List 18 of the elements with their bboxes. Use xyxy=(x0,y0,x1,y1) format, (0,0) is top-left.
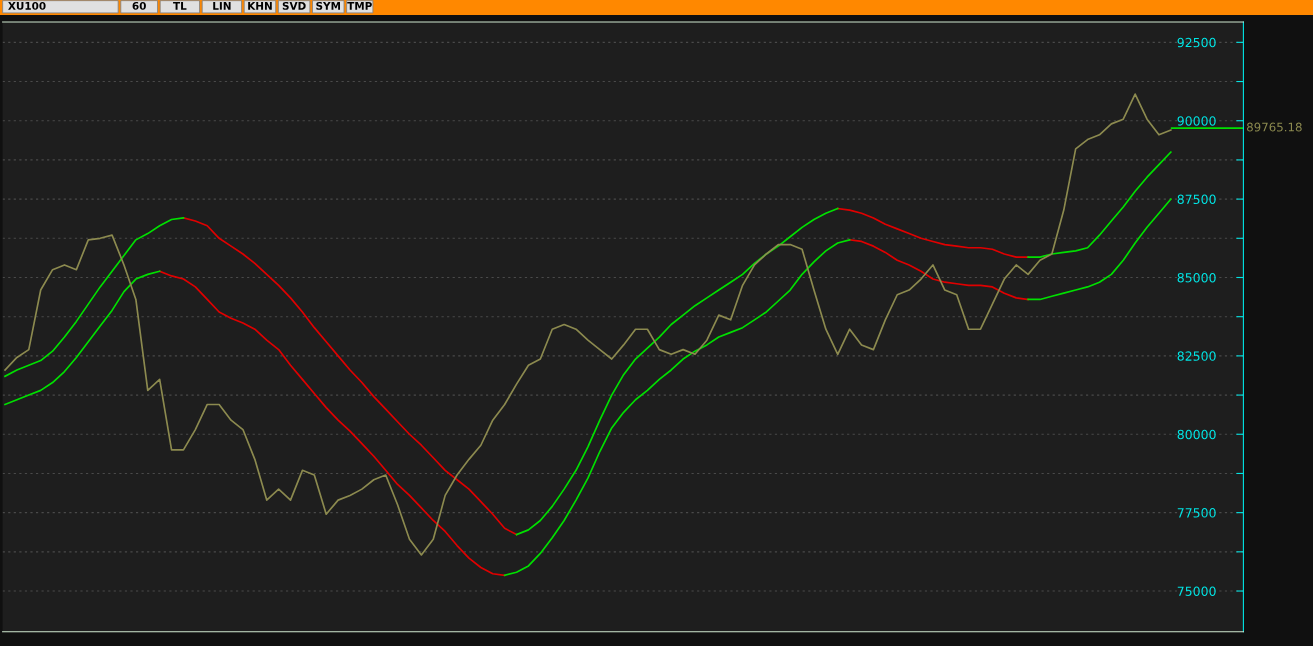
text: KHN xyxy=(248,2,272,10)
text: SVD xyxy=(282,1,306,10)
y-tick-label: 77500 xyxy=(1177,508,1216,518)
line-series xyxy=(4,93,1172,556)
text: LIN xyxy=(213,2,231,10)
text: TL xyxy=(173,2,187,10)
y-tick-label: 82500 xyxy=(1177,351,1216,361)
y-tick-label: 87500 xyxy=(1177,194,1216,205)
y-tick-label: 75000 xyxy=(1177,586,1216,596)
y-tick-label: 85000 xyxy=(1177,272,1216,283)
text: SYM xyxy=(316,1,340,10)
y-tick-label: 90000 xyxy=(1177,116,1216,126)
y-tick-label: 92500 xyxy=(1177,37,1216,48)
ref-line-label: 89765.18 xyxy=(1246,122,1302,132)
y-tick-label: 80000 xyxy=(1177,429,1216,440)
text: XU100 xyxy=(8,1,46,10)
text: TMP xyxy=(347,2,372,10)
text: 60 xyxy=(132,1,146,10)
